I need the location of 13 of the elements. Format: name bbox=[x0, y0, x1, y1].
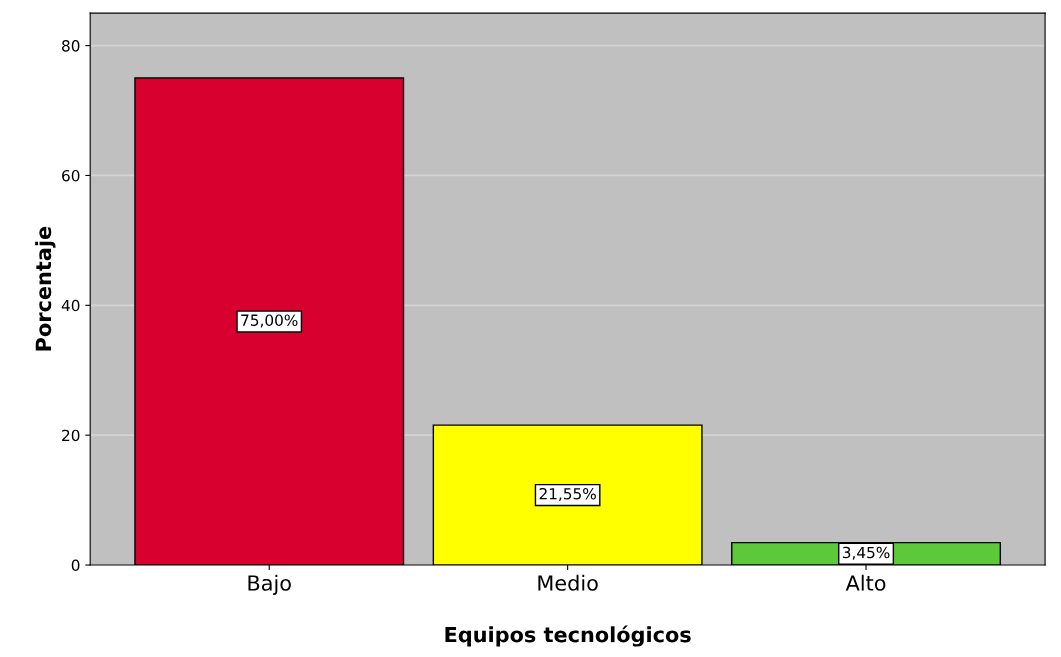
y-tick-label: 40 bbox=[61, 299, 80, 312]
x-tick-label: Alto bbox=[845, 574, 886, 591]
data-label: 3,45% bbox=[842, 546, 890, 560]
x-tick-label: Medio bbox=[538, 574, 598, 591]
x-axis-title: Equipos tecnológicos bbox=[445, 625, 691, 647]
y-tick-label: 0 bbox=[71, 559, 80, 572]
data-label: 75,00% bbox=[241, 314, 298, 328]
y-tick-label: 60 bbox=[62, 169, 80, 182]
y-tick-label: 80 bbox=[62, 40, 80, 52]
y-tick-label: 20 bbox=[62, 429, 80, 442]
y-axis-title: Porcentaje bbox=[35, 226, 56, 351]
data-label: 21,55% bbox=[539, 487, 596, 502]
x-tick-label: Bajo bbox=[248, 574, 291, 595]
